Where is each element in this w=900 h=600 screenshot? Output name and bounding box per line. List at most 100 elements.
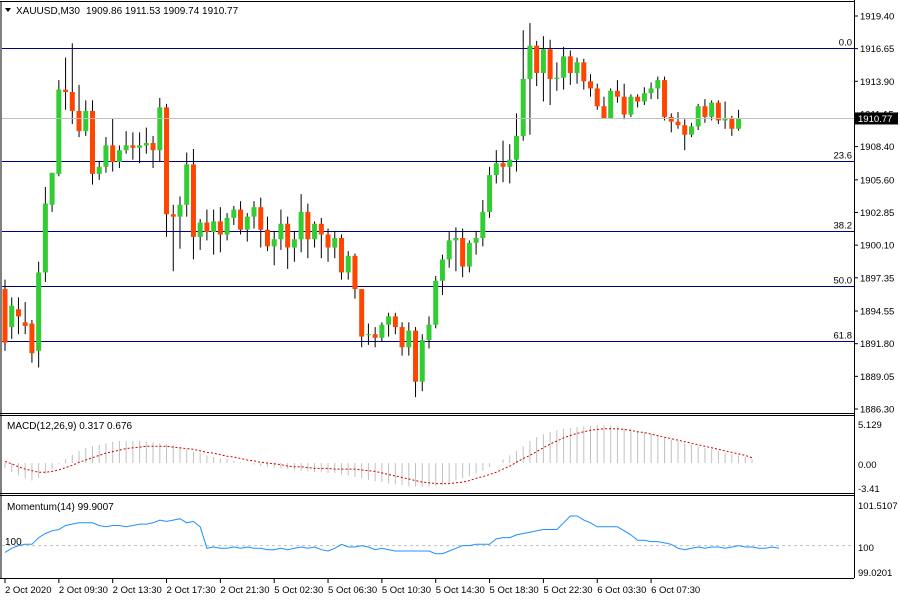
candle-bear (635, 96, 641, 102)
candle-bull (271, 239, 277, 247)
candle-bull (345, 255, 351, 273)
fibonacci-retracement[interactable]: 0.0 23.6 38.2 50.0 61.8 (2, 38, 854, 342)
candle-bull (648, 88, 654, 94)
candle-bear (164, 107, 170, 215)
candle-bull (116, 150, 122, 163)
candle-bear (89, 110, 95, 174)
candle-bull (177, 204, 183, 217)
collapse-triangle-icon[interactable] (5, 8, 11, 12)
candle-bull (406, 330, 412, 348)
candle-bull (520, 78, 526, 136)
price-tick-label: 1894.55 (860, 307, 894, 318)
candle-bear (150, 143, 156, 151)
candle-bull (184, 164, 190, 205)
momentum-indicator (2, 515, 854, 555)
time-tick-label: 5 Oct 22:30 (543, 585, 592, 596)
price-tick-label: 1897.35 (860, 273, 894, 284)
candle-bull (480, 211, 486, 239)
candle-bear (305, 211, 311, 240)
symbol-timeframe: XAUUSD,M30 (16, 6, 80, 17)
current-price-marker: 1910.77 (2, 112, 898, 125)
macd-label: MACD(12,26,9) 0.317 0.676 (7, 421, 133, 432)
candle-bull (143, 143, 149, 146)
candle-bull (513, 135, 519, 160)
candle-bull (379, 324, 385, 338)
candle-bull (439, 259, 445, 281)
fib-level-label: 0.0 (839, 38, 852, 49)
ohlc-values: 1909.86 1911.53 1909.74 1910.77 (86, 6, 239, 17)
candle-bear (399, 327, 405, 348)
candle-bull (251, 207, 257, 217)
candle-bull (123, 145, 129, 151)
candle-bull (493, 163, 499, 176)
time-tick-label: 6 Oct 07:30 (651, 585, 700, 596)
price-tick-label: 1886.30 (860, 405, 894, 416)
price-tick-label: 1908.40 (860, 142, 894, 153)
price-tick-label: 1913.90 (860, 77, 894, 88)
candle-bull (332, 238, 338, 248)
time-axis: 2 Oct 2020 2 Oct 09:30 2 Oct 13:30 2 Oct 17… (4, 578, 700, 596)
candle-bull (487, 175, 493, 212)
candle-bull (83, 110, 89, 132)
time-tick-label: 5 Oct 14:30 (436, 585, 485, 596)
price-tick-label: 1902.85 (860, 208, 894, 219)
candle-bear (22, 322, 28, 326)
candle-bear (76, 110, 82, 132)
candle-bull (386, 316, 392, 325)
candle-bear (662, 80, 668, 117)
candle-bear (729, 118, 735, 129)
candle-bull (608, 90, 614, 119)
price-tick-label: 1916.65 (860, 44, 894, 55)
candle-bull (36, 272, 42, 351)
macd-indicator (4, 424, 753, 487)
candle-bull (56, 89, 62, 174)
candle-bear (69, 91, 75, 111)
candle-bull (466, 242, 472, 267)
candle-bull (722, 118, 728, 121)
candle-bear (359, 289, 365, 337)
candle-bull (453, 238, 459, 241)
price-tick-label: 1889.05 (860, 372, 894, 383)
candle-bear (130, 145, 136, 148)
price-tick-label: 1900.10 (860, 241, 894, 252)
candle-bull (419, 340, 425, 382)
fib-level-label: 50.0 (834, 276, 853, 287)
candle-bear (581, 62, 587, 82)
candle-bull (298, 211, 304, 240)
candle-bear (217, 221, 223, 235)
price-axis: 1919.401916.651913.901911.151908.401905.… (854, 12, 894, 416)
candle-bull (688, 126, 694, 135)
candle-bear (682, 125, 688, 135)
candle-bear (614, 90, 620, 97)
candle-bear (715, 102, 721, 121)
time-tick-label: 2 Oct 13:30 (113, 585, 162, 596)
time-tick-label: 5 Oct 02:30 (274, 585, 323, 596)
candle-bear (588, 81, 594, 89)
time-tick-label: 2 Oct 09:30 (59, 585, 108, 596)
candle-bear (29, 323, 35, 354)
candle-bear (500, 163, 506, 167)
candle-bull (527, 45, 533, 79)
candle-bull (42, 203, 48, 273)
candle-bear (547, 49, 553, 79)
candle-bull (655, 80, 661, 89)
momentum-tick-mid: 100 (858, 543, 874, 554)
candle-bear (392, 316, 398, 328)
candle-bear (15, 309, 21, 317)
candle-bull (426, 324, 432, 341)
candle-bear (352, 255, 358, 290)
candle-bear (675, 121, 681, 126)
macd-signal-line (4, 428, 753, 485)
candle-bull (695, 106, 701, 127)
candle-bear (204, 222, 210, 233)
current-price-label: 1910.77 (858, 114, 892, 125)
time-tick-label: 5 Oct 10:30 (382, 585, 431, 596)
macd-tick-zero: 0.00 (858, 460, 877, 471)
candle-bear (372, 334, 378, 338)
candle-bear (621, 96, 627, 115)
time-tick-label: 5 Oct 18:30 (490, 585, 539, 596)
current-price-box (855, 112, 898, 125)
candle-bull (224, 217, 230, 235)
